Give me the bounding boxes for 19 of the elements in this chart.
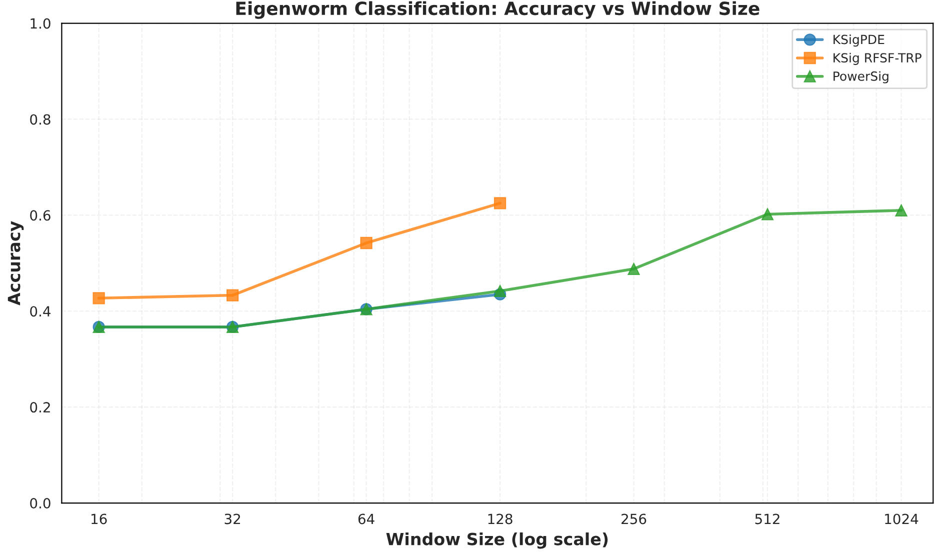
y-tick-label: 0.2 bbox=[30, 402, 50, 413]
x-tick-label: 64 bbox=[358, 514, 374, 524]
x-tick-label: 16 bbox=[92, 514, 107, 524]
y-tick-label: 0.6 bbox=[30, 210, 50, 221]
y-tick-label: 1.0 bbox=[30, 18, 50, 29]
y-tick-label: 0.8 bbox=[30, 114, 50, 125]
x-tick-label: 1024 bbox=[885, 514, 918, 524]
y-tick-label: 0.0 bbox=[30, 498, 50, 509]
y-axis-title: Accuracy bbox=[8, 221, 24, 306]
x-tick-label: 512 bbox=[755, 514, 780, 524]
legend-label: KSig RFSF-TRP bbox=[834, 52, 922, 65]
x-tick-label: 256 bbox=[622, 514, 646, 524]
y-tick-label: 0.4 bbox=[30, 306, 51, 317]
x-axis-title: Window Size (log scale) bbox=[386, 532, 608, 549]
x-tick-label: 128 bbox=[488, 514, 512, 524]
chart-title: Eigenworm Classification: Accuracy vs Window Size bbox=[236, 1, 760, 19]
x-tick-label: 32 bbox=[224, 514, 240, 524]
legend-label: KSigPDE bbox=[834, 34, 884, 47]
legend-label: PowerSig bbox=[834, 71, 888, 84]
